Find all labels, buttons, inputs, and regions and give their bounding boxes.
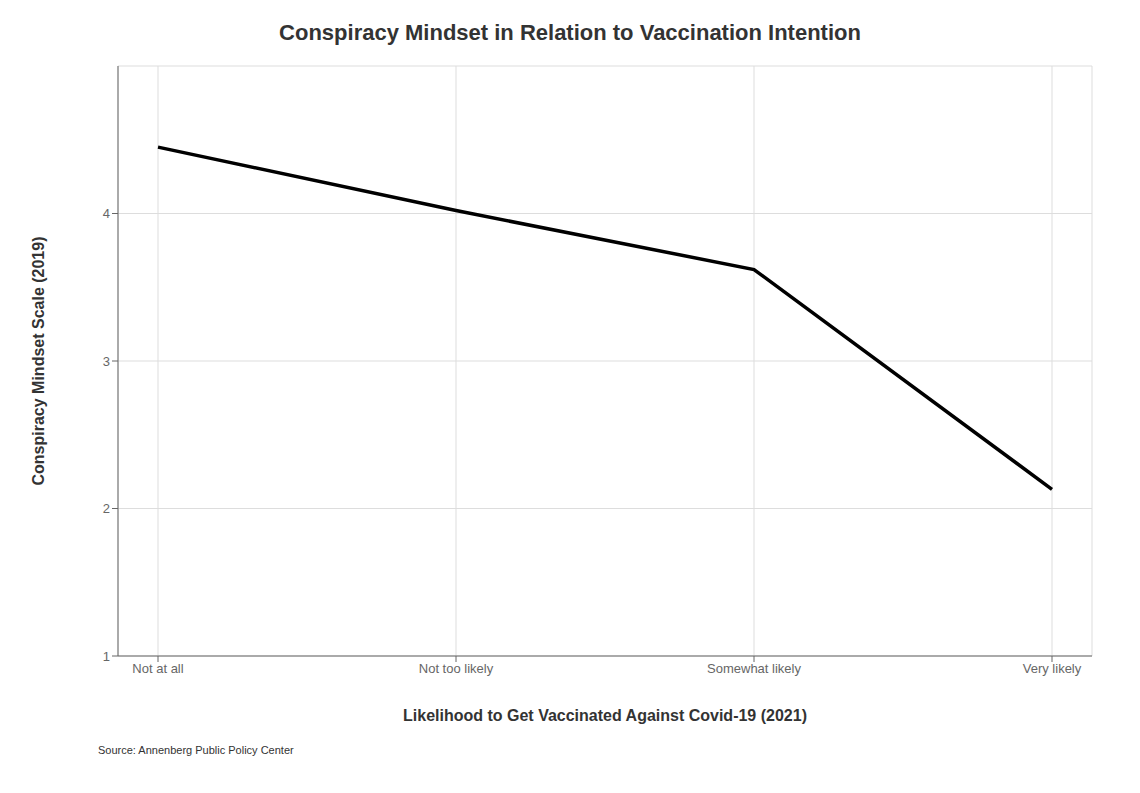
svg-text:Somewhat likely: Somewhat likely xyxy=(707,661,801,676)
svg-text:3: 3 xyxy=(103,354,110,369)
svg-text:4: 4 xyxy=(103,206,110,221)
svg-text:Not at all: Not at all xyxy=(132,661,183,676)
svg-text:Very likely: Very likely xyxy=(1023,661,1082,676)
svg-text:Likelihood to Get Vaccinated A: Likelihood to Get Vaccinated Against Cov… xyxy=(403,707,807,724)
svg-text:Conspiracy Mindset Scale (2019: Conspiracy Mindset Scale (2019) xyxy=(30,237,47,486)
svg-text:1: 1 xyxy=(103,649,110,664)
html-text:Conspiracy Mindset in Relation: Conspiracy Mindset in Relation to Vaccin… xyxy=(279,20,861,45)
svg-text:Not too likely: Not too likely xyxy=(419,661,494,676)
svg-text:2: 2 xyxy=(103,501,110,516)
html-text:Source: Annenberg Public Polic: Source: Annenberg Public Policy Center xyxy=(98,744,294,756)
